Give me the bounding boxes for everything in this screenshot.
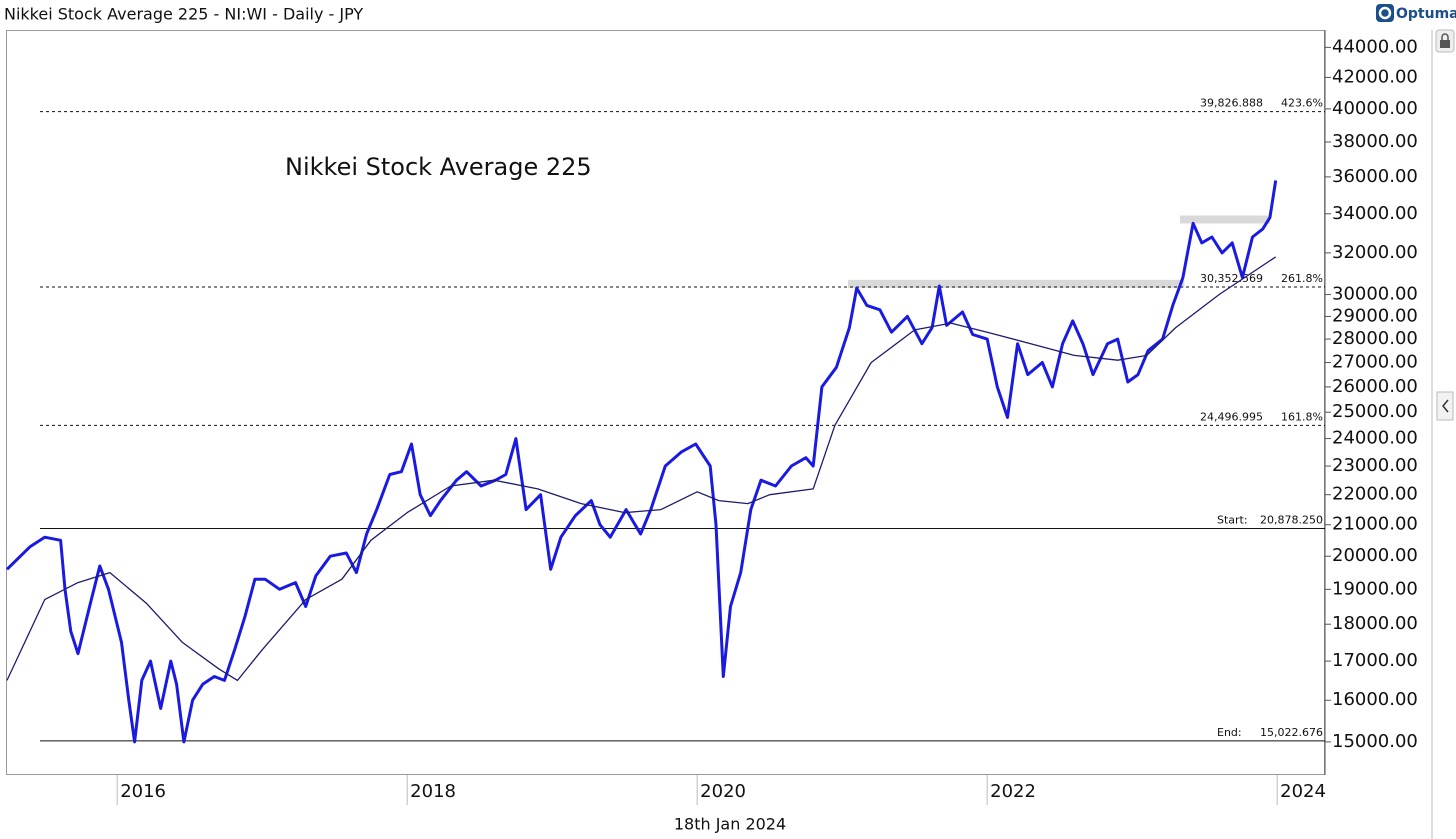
x-tick-label: 2022	[990, 781, 1036, 802]
y-tick-label: 34000.00	[1332, 203, 1418, 224]
level-name: End:	[1217, 726, 1242, 739]
y-tick-label: 30000.00	[1332, 284, 1418, 305]
resistance-band	[1180, 215, 1270, 224]
y-tick-label: 22000.00	[1332, 484, 1418, 505]
level-ratio: 423.6%	[1281, 97, 1323, 110]
resistance-band	[847, 279, 1185, 288]
x-tick-label: 2018	[410, 781, 456, 802]
level-ratio: 161.8%	[1281, 410, 1323, 423]
x-tick-label: 2020	[700, 781, 746, 802]
y-tick-label: 18000.00	[1332, 613, 1418, 634]
date-label: 18th Jan 2024	[674, 815, 786, 834]
y-tick-label: 29000.00	[1332, 305, 1418, 326]
level-value: 15,022.676	[1260, 726, 1323, 739]
y-tick-label: 19000.00	[1332, 578, 1418, 599]
price-line	[5, 180, 1278, 744]
y-tick-label: 42000.00	[1332, 66, 1418, 87]
chart-title: Nikkei Stock Average 225 - NI:WI - Daily…	[4, 5, 363, 24]
y-tick-label: 20000.00	[1332, 545, 1418, 566]
level-name: Start:	[1217, 513, 1248, 526]
y-tick-label: 24000.00	[1332, 428, 1418, 449]
lock-shackle	[1441, 33, 1449, 40]
y-tick-label: 44000.00	[1332, 36, 1418, 57]
lock-icon	[1440, 40, 1450, 48]
annotation: Nikkei Stock Average 225	[285, 153, 592, 181]
y-tick-label: 36000.00	[1332, 166, 1418, 187]
y-tick-label: 16000.00	[1332, 689, 1418, 710]
y-tick-label: 32000.00	[1332, 242, 1418, 263]
y-tick-label: 28000.00	[1332, 328, 1418, 349]
level-value: 39,826.888	[1200, 97, 1263, 110]
logo-icon	[1376, 4, 1394, 22]
y-tick-label: 27000.00	[1332, 352, 1418, 373]
y-tick-label: 23000.00	[1332, 455, 1418, 476]
level-value: 20,878.250	[1260, 513, 1323, 526]
collapse-button[interactable]	[1436, 391, 1454, 421]
logo-mark	[1378, 6, 1392, 20]
price-line	[6, 256, 1277, 682]
y-tick-label: 26000.00	[1332, 376, 1418, 397]
logo-text: Optuma	[1396, 6, 1456, 22]
level-value: 30,352.569	[1200, 272, 1263, 285]
y-tick-label: 15000.00	[1332, 731, 1418, 752]
y-tick-label: 25000.00	[1332, 401, 1418, 422]
collapse-arrow	[1442, 399, 1449, 413]
y-tick-label: 21000.00	[1332, 514, 1418, 535]
y-tick-label: 17000.00	[1332, 650, 1418, 671]
y-tick-label: 40000.00	[1332, 98, 1418, 119]
level-ratio: 261.8%	[1281, 272, 1323, 285]
x-tick-label: 2016	[120, 781, 166, 802]
x-tick-label: 2024	[1280, 781, 1326, 802]
level-value: 24,496.995	[1200, 410, 1263, 423]
y-tick-label: 38000.00	[1332, 131, 1418, 152]
